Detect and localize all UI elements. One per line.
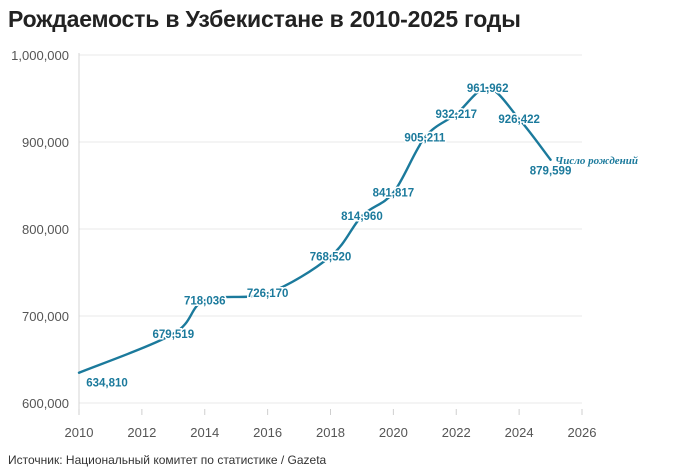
source-note: Источник: Национальный комитет по статис…: [8, 453, 327, 467]
y-tick-label: 900,000: [22, 135, 69, 150]
data-label: 634,810: [86, 378, 128, 390]
data-label: 932,217: [435, 109, 477, 121]
grid-lines: [78, 53, 582, 409]
x-tick-label: 2014: [190, 425, 219, 440]
x-axis-ticks: 2010 2012 2014 2016 2018 2020 2022 2024 2026: [65, 409, 597, 440]
data-label: 679,519: [153, 329, 195, 341]
data-label: 841,817: [373, 188, 415, 200]
data-label: 905,211: [404, 132, 446, 144]
x-tick-label: 2024: [505, 425, 534, 440]
series-line-births: [77, 86, 552, 374]
data-labels: 634,810 679,519 718,036 726,170 768,520 814,9…: [78, 82, 573, 391]
data-label: 961,962: [467, 83, 509, 95]
x-tick-label: 2010: [65, 425, 94, 440]
x-tick-label: 2020: [379, 425, 408, 440]
x-tick-label: 2022: [442, 425, 471, 440]
data-label: 926,422: [498, 114, 540, 126]
data-label: 726,170: [247, 288, 289, 300]
chart-title: Рождаемость в Узбекистане в 2010-2025 го…: [8, 6, 521, 32]
data-label: 718,036: [184, 295, 226, 307]
x-tick-label: 2018: [316, 425, 345, 440]
y-tick-label: 600,000: [22, 396, 69, 411]
y-tick-label: 700,000: [22, 309, 69, 324]
x-tick-label: 2026: [568, 425, 597, 440]
x-tick-label: 2012: [127, 425, 156, 440]
data-label: 879,599: [530, 166, 572, 178]
y-axis-ticks: 600,000 700,000 800,000 900,000 1,000,000: [11, 48, 69, 411]
y-tick-label: 800,000: [22, 222, 69, 237]
series-label: Число рождений: [555, 155, 638, 167]
y-tick-label: 1,000,000: [11, 48, 69, 63]
x-tick-label: 2016: [253, 425, 282, 440]
data-label: 768,520: [310, 251, 352, 263]
data-label: 814,960: [341, 211, 383, 223]
